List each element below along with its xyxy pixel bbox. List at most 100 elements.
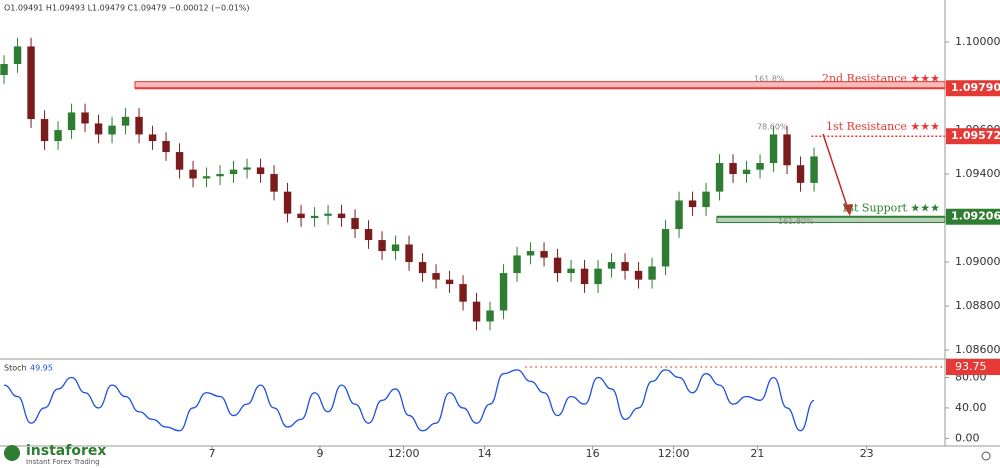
candle-body: [67, 112, 76, 131]
candle-body: [202, 176, 211, 179]
level-name: 1st Support ★★★: [841, 202, 940, 215]
stoch-tick-label: 40.00: [955, 401, 987, 414]
x-tick-label: 16: [586, 447, 600, 460]
candle-body: [756, 163, 764, 170]
candle-body: [216, 174, 224, 177]
candle-body: [715, 163, 724, 192]
candle-body: [405, 244, 413, 263]
candle-body: [270, 174, 278, 192]
candle-body: [13, 46, 22, 65]
candle-body: [94, 123, 103, 135]
candle-body: [796, 165, 805, 183]
candle-body: [594, 268, 602, 285]
x-tick-label: 23: [860, 447, 874, 460]
candle-body: [27, 46, 35, 120]
stoch-level-tag: [946, 359, 1000, 376]
candle-body: [513, 255, 521, 274]
fib-label: 161.8%: [754, 75, 785, 84]
candle-body: [607, 262, 616, 269]
candle-body: [40, 119, 49, 142]
fib-label: 78.60%: [757, 123, 788, 132]
candle-body: [378, 240, 386, 252]
logo: instaforex Instant Forex Trading: [4, 443, 106, 466]
y-tick-label: 1.08800: [955, 299, 1000, 312]
candle-body: [621, 262, 629, 271]
price-tag: [946, 128, 1000, 145]
x-tick-label: 14: [478, 447, 492, 460]
ohlc-header: O1.09491 H1.09493 L1.09479 C1.09479 −0.0…: [4, 4, 250, 13]
candle-body: [432, 273, 440, 280]
settings-icon[interactable]: [981, 451, 991, 461]
stoch-tick-label: 0.00: [955, 431, 980, 444]
candle-body: [567, 268, 575, 274]
candle-body: [472, 301, 481, 322]
candle-body: [364, 229, 373, 241]
candle-body: [148, 134, 157, 142]
candle-body: [121, 116, 130, 126]
price-tag: [946, 80, 1000, 97]
candle-body: [351, 218, 359, 230]
candle-body: [175, 152, 184, 170]
price-tag: [946, 208, 1000, 225]
candle-body: [337, 213, 346, 219]
candle-body: [256, 167, 265, 175]
candle-body: [108, 125, 116, 135]
stoch-line: [3, 369, 815, 432]
candle-body: [135, 116, 143, 135]
y-tick-label: 1.09000: [955, 255, 1000, 268]
brand-tagline: Instant Forex Trading: [26, 458, 100, 466]
candle-body: [283, 191, 292, 214]
indicator-name: Stoch: [4, 364, 27, 373]
candle-body: [702, 191, 710, 208]
candle-body: [418, 262, 427, 274]
candle-body: [445, 279, 454, 285]
candle-body: [810, 156, 818, 183]
candle-body: [648, 266, 656, 280]
level-name: 1st Resistance ★★★: [826, 120, 940, 133]
stoch-level-label: 93.75: [955, 360, 987, 373]
candle-body: [229, 169, 238, 175]
fib-label: 161.80%: [778, 217, 814, 226]
x-tick-label: 9: [316, 447, 323, 460]
candle-body: [553, 257, 562, 274]
candle-body: [580, 268, 589, 285]
candle-body: [634, 270, 643, 280]
candle-body: [459, 284, 467, 302]
candle-body: [486, 310, 494, 322]
candle-body: [310, 215, 319, 219]
price-tag-label: 1.09206: [951, 210, 1000, 223]
price-tag-label: 1.09790: [951, 81, 1000, 94]
candle-body: [499, 273, 508, 311]
level-name: 2nd Resistance ★★★: [822, 72, 940, 85]
candle-body: [526, 251, 535, 256]
candle-body: [742, 169, 751, 175]
arrow: [822, 133, 853, 216]
candle-body: [297, 213, 305, 219]
candle-body: [729, 163, 737, 175]
candle-body: [243, 167, 251, 170]
x-tick-label: 7: [208, 447, 215, 460]
x-tick-label: 12:00: [388, 447, 420, 460]
candle-body: [162, 141, 170, 153]
candle-body: [783, 134, 791, 166]
candle-body: [189, 169, 197, 179]
x-tick-label: 12:00: [658, 447, 690, 460]
candle-body: [661, 229, 670, 267]
candle-body: [540, 251, 548, 258]
candle-body: [81, 112, 89, 124]
candle-body: [0, 64, 8, 76]
candle-body: [54, 130, 62, 142]
indicator-value: 49.95: [30, 364, 53, 373]
candle-body: [688, 200, 697, 208]
x-tick-label: 21: [750, 447, 764, 460]
price-tag-label: 1.09572: [951, 129, 1000, 142]
y-tick-label: 1.09400: [955, 167, 1000, 180]
brand-name: instaforex: [26, 443, 106, 459]
candle-body: [769, 134, 778, 164]
candle-body: [391, 244, 400, 252]
y-tick-label: 1.10000: [955, 35, 1000, 48]
candle-body: [324, 213, 332, 216]
candle-body: [675, 200, 683, 230]
